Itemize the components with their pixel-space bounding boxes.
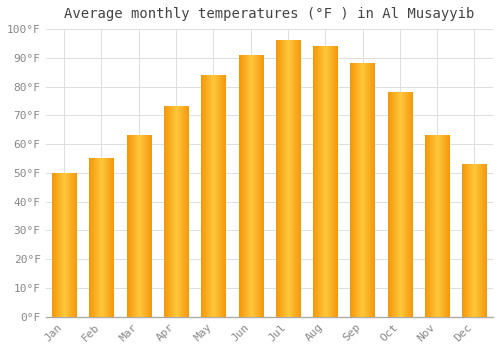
Title: Average monthly temperatures (°F ) in Al Musayyib: Average monthly temperatures (°F ) in Al…: [64, 7, 474, 21]
